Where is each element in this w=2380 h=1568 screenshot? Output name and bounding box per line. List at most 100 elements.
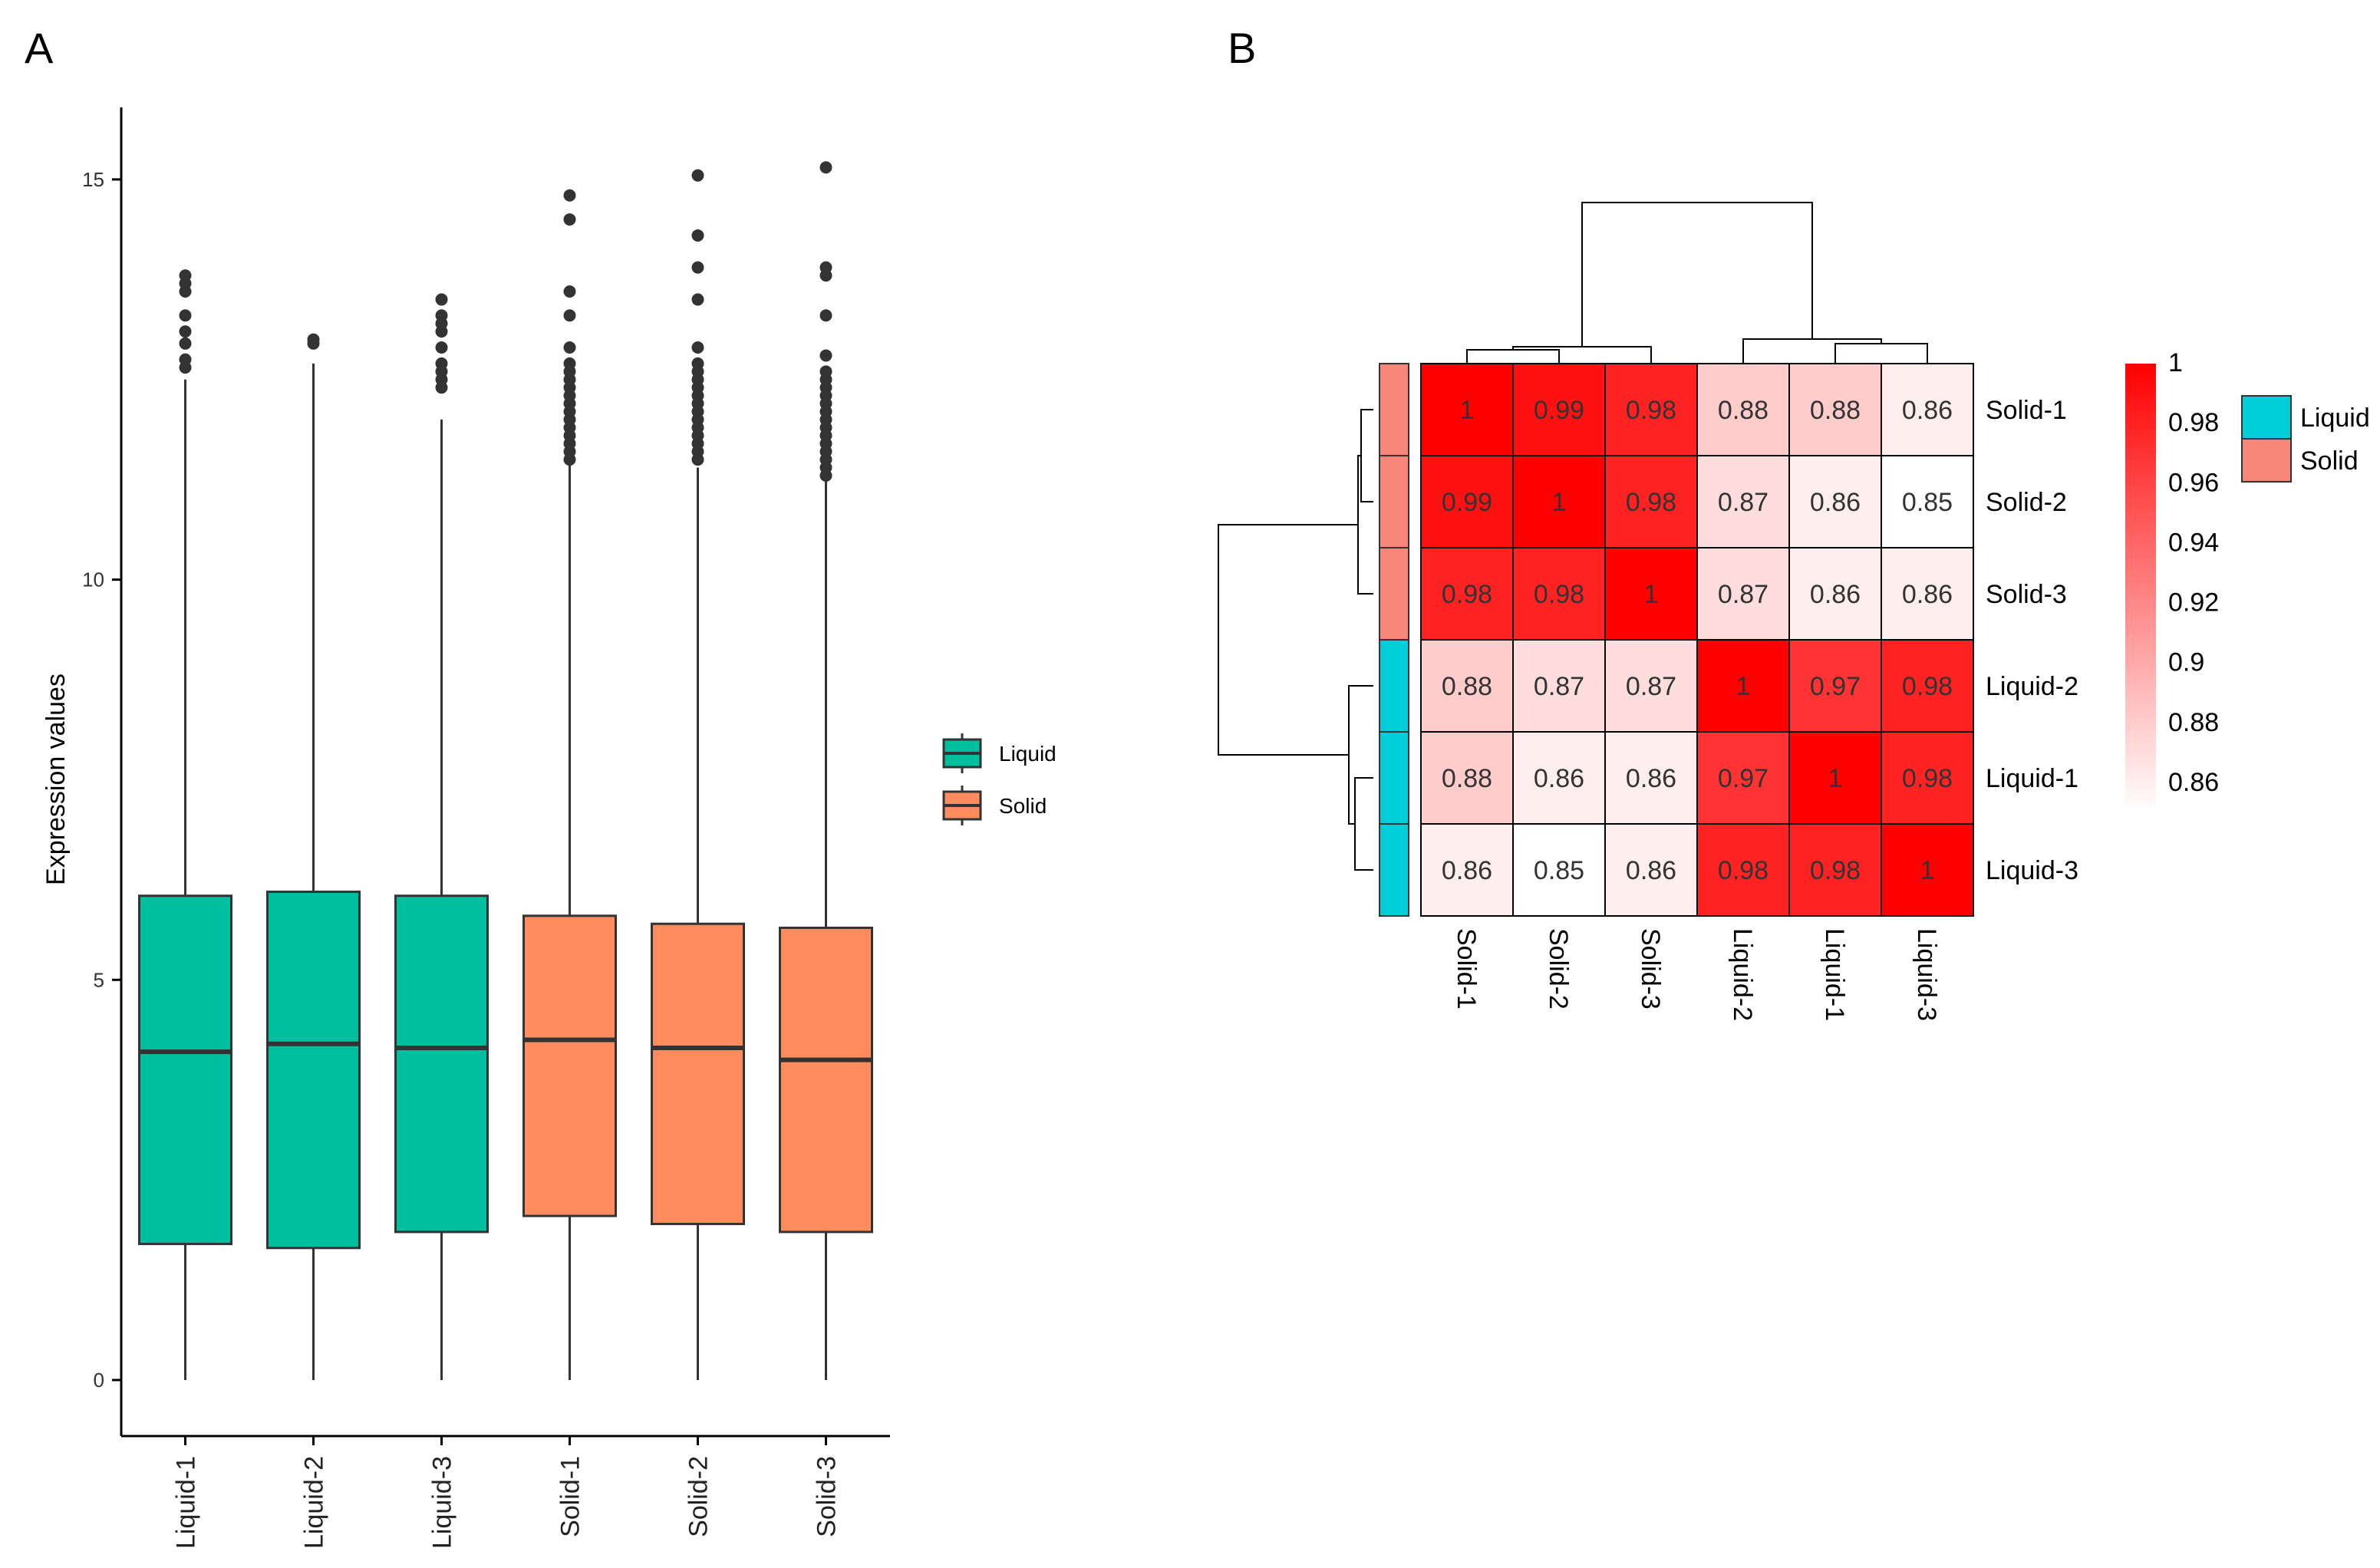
colorbar-tick-label: 0.96	[2168, 468, 2219, 497]
cell-value-label: 1	[1736, 672, 1751, 701]
heatmap-cell	[1512, 455, 1606, 548]
outlier-point	[179, 309, 192, 322]
column-label: Solid-2	[1544, 928, 1573, 1010]
row-annotation-liquid	[1379, 731, 1409, 825]
cell-value-label: 0.99	[1534, 396, 1584, 425]
row-annotation-solid	[1379, 363, 1409, 456]
heatmap-cell	[1696, 455, 1790, 548]
cell-value-label: 0.86	[1902, 580, 1953, 609]
outlier-point	[819, 365, 832, 378]
cell-value-label: 1	[1460, 396, 1475, 425]
outlier-point	[691, 169, 704, 182]
heatmap-cell	[1881, 731, 1974, 825]
cell-value-label: 0.98	[1626, 488, 1676, 517]
row-annotation-solid	[1379, 455, 1409, 548]
legend-label-liquid: Liquid	[999, 742, 1056, 766]
panel-label-a: A	[25, 24, 54, 72]
outlier-point	[435, 293, 448, 306]
outlier-point	[563, 357, 576, 370]
column-label: Solid-1	[1452, 928, 1481, 1010]
cell-value-label: 0.97	[1810, 672, 1861, 701]
legend-label-solid: Solid	[2300, 446, 2359, 476]
heatmap-panel: 1 0.99 0.98 0.88 0.88 0.86 0.99 1 0.98 0.87 0.86 0.…	[1218, 202, 2370, 1021]
box-liquid-3	[394, 894, 489, 1234]
column-label: Solid-3	[1636, 928, 1665, 1010]
heatmap-cell	[1512, 823, 1606, 917]
colorbar-tick-label: 0.94	[2168, 528, 2219, 557]
cell-value-label: 0.98	[1810, 856, 1861, 885]
cell-value-label: 0.85	[1902, 488, 1953, 517]
row-label: Solid-1	[1986, 396, 2067, 425]
heatmap-cell	[1881, 639, 1974, 733]
row-label: Liquid-3	[1986, 856, 2078, 885]
column-label: Liquid-3	[1912, 928, 1941, 1021]
box-solid-3	[779, 926, 873, 1234]
heatmap-cell	[1881, 823, 1974, 917]
outlier-point	[435, 309, 448, 322]
outlier-point	[179, 337, 192, 350]
cell-value-label: 0.85	[1534, 856, 1584, 885]
heatmap-cell	[1604, 731, 1698, 825]
y-tick-label: 15	[82, 168, 104, 191]
cell-value-label: 0.86	[1442, 856, 1492, 885]
column-label: Liquid-2	[1728, 928, 1757, 1021]
legend-label-liquid: Liquid	[2300, 404, 2370, 433]
outlier-point	[563, 309, 576, 322]
colorbar-tick-label: 0.86	[2168, 768, 2219, 797]
legend-label-solid: Solid	[999, 794, 1047, 818]
outlier-point	[691, 341, 704, 354]
heatmap-cell	[1788, 547, 1882, 641]
cell-value-label: 0.86	[1902, 396, 1953, 425]
heatmap-cell	[1881, 363, 1974, 456]
cell-value-label: 0.86	[1810, 580, 1861, 609]
cell-value-label: 0.86	[1534, 764, 1584, 793]
cell-value-label: 0.98	[1626, 396, 1676, 425]
heatmap-cell	[1420, 547, 1514, 641]
outlier-point	[691, 261, 704, 274]
heatmap-cell	[1512, 639, 1606, 733]
cell-value-label: 0.88	[1718, 396, 1769, 425]
cell-value-label: 0.98	[1902, 764, 1953, 793]
cell-value-label: 0.87	[1626, 672, 1676, 701]
x-tick-label: Solid-1	[556, 1456, 585, 1537]
box-liquid-1	[138, 894, 232, 1246]
y-axis-label: Expression values	[41, 674, 71, 885]
cell-value-label: 0.88	[1442, 764, 1492, 793]
cell-value-label: 1	[1920, 856, 1935, 885]
outlier-point	[819, 161, 832, 174]
x-tick-label: Solid-3	[813, 1456, 842, 1537]
row-label: Liquid-1	[1986, 764, 2078, 793]
heatmap-cell	[1604, 823, 1698, 917]
cell-value-label: 1	[1644, 580, 1659, 609]
row-label: Solid-2	[1986, 488, 2067, 517]
colorbar	[2125, 364, 2156, 813]
outlier-point	[563, 213, 576, 226]
cell-value-label: 0.98	[1442, 580, 1492, 609]
heatmap-cell	[1881, 547, 1974, 641]
outlier-point	[435, 341, 448, 354]
cell-value-label: 0.88	[1442, 672, 1492, 701]
legend-swatch-liquid	[2241, 395, 2292, 440]
row-annotation-solid	[1379, 547, 1409, 641]
cell-value-label: 0.87	[1718, 580, 1769, 609]
heatmap-cell	[1696, 823, 1790, 917]
x-tick-label: Liquid-2	[300, 1456, 329, 1549]
heatmap-cell	[1604, 639, 1698, 733]
heatmap-cell	[1788, 823, 1882, 917]
cell-value-label: 0.88	[1810, 396, 1861, 425]
cell-value-label: 0.87	[1718, 488, 1769, 517]
cell-value-label: 0.98	[1718, 856, 1769, 885]
heatmap-cell	[1512, 547, 1606, 641]
x-tick-label: Solid-2	[684, 1456, 714, 1537]
cell-value-label: 0.86	[1626, 856, 1676, 885]
y-tick-label: 0	[94, 1369, 104, 1392]
heatmap-cell	[1420, 363, 1514, 456]
row-annotation-liquid	[1379, 639, 1409, 733]
y-tick-label: 10	[82, 568, 104, 591]
colorbar-tick-label: 1	[2168, 348, 2183, 377]
outlier-point	[435, 357, 448, 370]
colorbar-tick-label: 0.88	[2168, 708, 2219, 737]
cell-value-label: 0.86	[1810, 488, 1861, 517]
y-tick-label: 5	[94, 968, 104, 991]
